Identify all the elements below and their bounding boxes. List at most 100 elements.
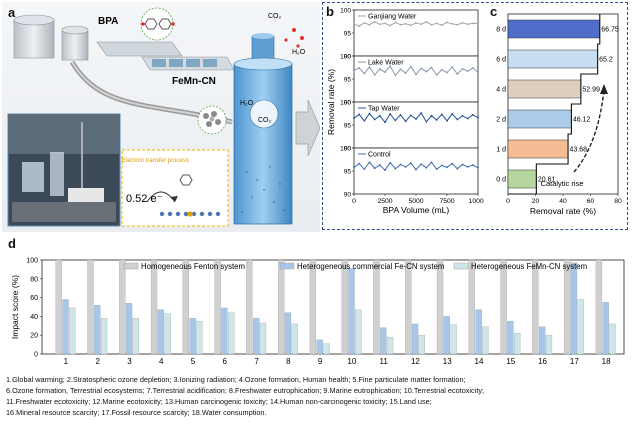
data-point xyxy=(399,23,402,26)
data-point xyxy=(456,118,459,121)
data-point xyxy=(420,67,423,70)
panel-a: BPA CO₂ H₂O xyxy=(2,2,321,232)
electron-transfer-label: Electron transfer process xyxy=(122,158,189,164)
data-point xyxy=(399,68,402,71)
bar xyxy=(291,323,298,355)
y-tick-label: 100 xyxy=(26,258,38,265)
bar xyxy=(532,259,539,355)
impact-category-caption: 1.Global warming; 2.Stratospheric ozone … xyxy=(6,374,630,418)
data-point xyxy=(451,113,454,115)
data-point xyxy=(477,71,479,73)
x-tick-label: 60 xyxy=(587,198,595,205)
data-point xyxy=(471,113,474,116)
data-point xyxy=(456,73,459,75)
data-point xyxy=(440,113,443,116)
co2-top-label: CO₂ xyxy=(268,13,282,20)
legend-entry: Homogeneous Fenton system xyxy=(141,262,245,271)
fem-cn-label: FeMn-CN xyxy=(172,76,216,87)
series-name: Tap Water xyxy=(368,106,400,113)
y-axis-label: Removal rate (%) xyxy=(326,69,336,135)
data-point xyxy=(409,162,412,165)
legend-entry: Heterogeneous FeMn-CN system xyxy=(471,262,587,271)
x-tick-label: 3 xyxy=(127,357,132,366)
bar xyxy=(468,259,475,355)
series-name: Ganjiang Water xyxy=(368,14,417,21)
bar xyxy=(125,303,133,355)
data-point xyxy=(363,21,366,24)
panel-c: 0 d 20.61 1 d 43.68 2 d 46.12 4 d 52.99 6 d 65.2 8… xyxy=(486,4,626,228)
x-tick-label: 5000 xyxy=(408,198,423,205)
data-point xyxy=(363,72,366,75)
panel-d: 0 20 40 60 80 100 Impact score (%) 1 2 3 4 5 6 7 8 9 10 1… xyxy=(2,236,631,374)
y-tick-label: 0 xyxy=(34,352,38,359)
arrow-head-icon xyxy=(600,84,608,94)
data-point xyxy=(404,165,407,168)
data-point xyxy=(384,169,386,171)
data-point xyxy=(404,72,407,74)
panel-d-letter: d xyxy=(8,236,16,251)
y-tick-label: 80 xyxy=(30,276,38,283)
x-tick-label: 4 xyxy=(159,357,164,366)
data-point xyxy=(384,121,386,124)
data-point xyxy=(415,21,417,24)
catalyst-bubble xyxy=(197,105,227,135)
y-tick-label: 100 xyxy=(340,100,351,107)
value-label: 65.2 xyxy=(599,57,613,64)
bar xyxy=(62,299,69,355)
data-point xyxy=(435,119,438,121)
bar xyxy=(259,322,267,355)
panel-a-letter: a xyxy=(8,5,16,20)
step-outline xyxy=(508,14,601,195)
bar xyxy=(507,109,572,129)
data-point xyxy=(420,163,423,166)
subplot-frame xyxy=(353,101,479,149)
bar xyxy=(507,49,598,69)
data-point xyxy=(384,71,386,73)
panels-bc-frame xyxy=(322,2,628,230)
bar xyxy=(355,309,362,355)
x-tick-label: 0 xyxy=(506,198,510,205)
data-point xyxy=(378,114,381,117)
y-tick-label: 20 xyxy=(30,333,38,340)
bar xyxy=(157,309,164,355)
data-point xyxy=(389,65,392,68)
data-point xyxy=(466,70,469,73)
bar xyxy=(253,318,260,355)
bar xyxy=(602,302,609,355)
data-point xyxy=(425,120,428,123)
y-tick-label: 90 xyxy=(344,100,352,107)
bar xyxy=(316,339,323,355)
data-point xyxy=(404,22,407,25)
data-point xyxy=(409,65,412,68)
data-point xyxy=(451,162,454,165)
data-point xyxy=(440,164,443,167)
plot-frame xyxy=(41,259,625,355)
caption-line: 16.Mineral resource scarcity; 17.Fossil … xyxy=(6,408,267,417)
panel-b: 90 95 100 Ganjiang Water 90 95 100 Lake Water 90… xyxy=(324,4,488,228)
bar xyxy=(405,259,412,355)
bar xyxy=(418,335,425,355)
category-label: 0 d xyxy=(496,177,506,184)
data-point xyxy=(446,166,448,169)
x-tick-label: 12 xyxy=(411,357,420,366)
data-point xyxy=(353,166,355,169)
data-point xyxy=(353,117,355,119)
data-point xyxy=(425,21,428,23)
category-label: 6 d xyxy=(496,57,506,64)
data-point xyxy=(435,22,438,25)
bar xyxy=(341,259,348,355)
data-point xyxy=(358,162,361,165)
y-tick-label: 100 xyxy=(340,54,351,61)
data-point xyxy=(415,118,417,120)
data-point xyxy=(456,23,459,26)
data-point xyxy=(477,166,479,169)
x-tick-label: 16 xyxy=(538,357,547,366)
y-axis-label: Impact score (%) xyxy=(10,275,20,339)
data-point xyxy=(435,168,438,171)
data-point xyxy=(440,68,443,71)
data-point xyxy=(404,120,407,123)
data-point xyxy=(451,22,454,25)
bar xyxy=(221,307,228,355)
x-axis-label: BPA Volume (mL) xyxy=(383,205,450,215)
